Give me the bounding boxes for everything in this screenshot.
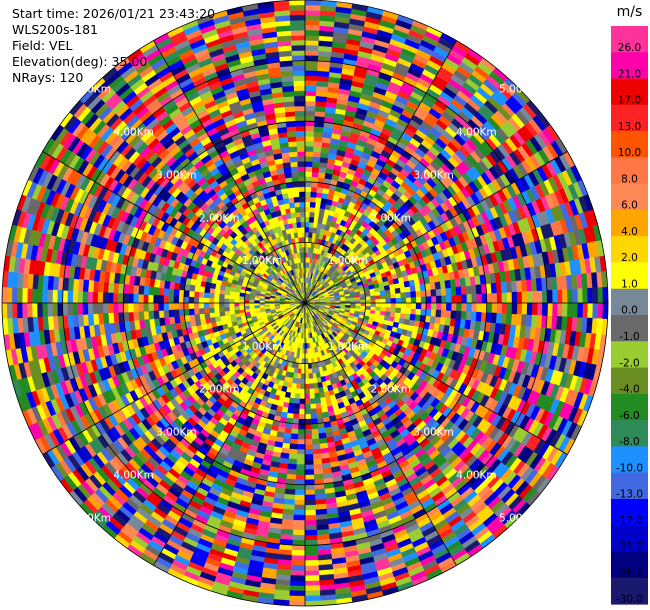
- colorbar-tick-label: -8.0: [619, 436, 640, 448]
- colorbar-swatch: [611, 157, 648, 185]
- colorbar-swatch: [611, 104, 648, 132]
- azimuth-spoke: [153, 302, 306, 566]
- colorbar-swatch: [611, 131, 648, 158]
- range-ring-label: 4.00Km: [113, 469, 154, 481]
- colorbar-swatch: [611, 446, 648, 474]
- azimuth-spoke: [304, 302, 568, 455]
- colorbar-swatch: [611, 315, 648, 342]
- range-ring-label: 4.00Km: [113, 127, 154, 139]
- azimuth-spoke: [42, 302, 306, 455]
- colorbar-swatch: [611, 78, 648, 106]
- colorbar-swatch: [611, 209, 648, 237]
- colorbar-tick-label: 13.0: [618, 121, 641, 133]
- nrays-label: NRays: 120: [12, 70, 84, 85]
- colorbar-tick-label: 2.0: [621, 252, 638, 264]
- range-ring-label: 5.00Km: [499, 512, 540, 524]
- colorbar-swatch: [611, 262, 648, 290]
- range-ring-label: 1.00Km: [328, 341, 369, 353]
- colorbar-tick-label: 0.0: [621, 305, 638, 317]
- colorbar-tick-label: 8.0: [621, 173, 638, 185]
- colorbar-swatch: [611, 341, 648, 369]
- colorbar-tick-label: -4.0: [619, 384, 640, 396]
- colorbar-tick-label: 26.0: [618, 42, 641, 54]
- colorbar-swatch: [611, 52, 648, 80]
- range-ring-label: 2.00Km: [370, 212, 411, 224]
- colorbar-swatch: [611, 236, 648, 264]
- colorbar-tick-label: 6.0: [621, 200, 638, 212]
- colorbar-tick-label: 4.0: [621, 226, 638, 238]
- colorbar-tick-label: 21.0: [618, 68, 641, 80]
- colorbar: m/s 26.0 21.0 17.0 13.0 10.0 8.0 6.0 4.0 2.0 1.0 0.…: [611, 4, 648, 606]
- colorbar-swatch: [611, 577, 648, 605]
- colorbar-tick-label: -30.0: [616, 594, 643, 606]
- colorbar-tick-label: 1.0: [621, 279, 638, 291]
- colorbar-swatch: [611, 525, 648, 553]
- range-ring-label: 3.00Km: [156, 169, 197, 181]
- site-label: WLS200s-181: [12, 22, 98, 37]
- range-ring-label: 3.00Km: [413, 427, 454, 439]
- colorbar-tick-label: -21.0: [616, 541, 643, 553]
- range-ring-label: 4.00Km: [456, 127, 497, 139]
- ppi-overlay: 1.00Km 1.00Km 1.00Km 1.00Km 2.00Km 2.00Km 2.00…: [1, 0, 609, 607]
- range-ring-label: 3.00Km: [156, 427, 197, 439]
- range-ring-label: 4.00Km: [456, 469, 497, 481]
- colorbar-tick-label: -13.0: [616, 489, 643, 501]
- colorbar-tick-label: -26.0: [616, 568, 643, 580]
- colorbar-swatch: [611, 498, 648, 526]
- colorbar-tick-label: 10.0: [618, 147, 641, 159]
- azimuth-spoke: [42, 151, 306, 304]
- azimuth-spoke: [304, 40, 457, 304]
- field-label: Field: VEL: [12, 38, 73, 53]
- range-ring-label: 1.00Km: [242, 255, 283, 267]
- elevation-label: Elevation(deg): 35.00: [12, 54, 148, 69]
- range-ring-label: 5.00Km: [499, 84, 540, 96]
- azimuth-spoke: [304, 151, 568, 304]
- colorbar-tick-label: -17.0: [616, 515, 643, 527]
- colorbar-swatch: [611, 551, 648, 579]
- range-ring-label: 1.00Km: [242, 341, 283, 353]
- azimuth-spoke: [304, 302, 457, 566]
- colorbar-tick-label: -10.0: [616, 462, 643, 474]
- range-ring-label: 3.00Km: [413, 169, 454, 181]
- colorbar-tick-label: -2.0: [619, 357, 640, 369]
- colorbar-swatch: [611, 288, 648, 316]
- colorbar-unit: m/s: [617, 4, 643, 20]
- start-time-label: Start time: 2026/01/21 23:43:20: [12, 6, 216, 21]
- colorbar-swatch: [611, 367, 648, 395]
- colorbar-tick-label: -6.0: [619, 410, 640, 422]
- range-ring-label: 1.00Km: [328, 255, 369, 267]
- range-ring-label: 2.00Km: [199, 212, 240, 224]
- scan-info: Start time: 2026/01/21 23:43:20 WLS200s-…: [12, 6, 215, 86]
- colorbar-swatch: [611, 26, 648, 53]
- range-ring-label: 2.00Km: [199, 384, 240, 396]
- colorbar-tick-label: 17.0: [618, 95, 641, 107]
- azimuth-spoke: [153, 40, 306, 304]
- colorbar-swatch: [611, 472, 648, 500]
- range-ring-label: 5.00Km: [70, 84, 111, 96]
- colorbar-tick-label: -1.0: [619, 331, 640, 343]
- colorbar-swatch: [611, 183, 648, 211]
- colorbar-swatch: [611, 420, 648, 447]
- colorbar-swatch: [611, 393, 648, 421]
- range-ring-label: 2.00Km: [370, 384, 411, 396]
- range-ring-label: 5.00Km: [70, 512, 111, 524]
